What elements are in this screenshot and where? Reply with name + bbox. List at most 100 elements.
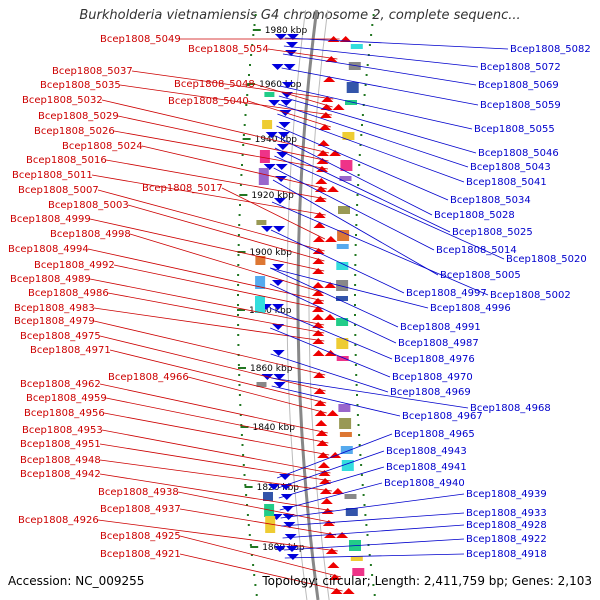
tick-dot	[356, 404, 359, 406]
backbone-guide-arc	[286, 9, 308, 600]
forward-gene-arrow	[316, 166, 328, 172]
right-gene-label: Bcep1808_5020	[506, 254, 587, 265]
left-label-leader	[187, 376, 327, 414]
right-label-leader	[283, 45, 479, 68]
tick-dot	[237, 284, 240, 286]
right-label-leader	[270, 267, 399, 328]
feature-block	[340, 160, 353, 171]
tick-dot	[356, 414, 359, 416]
left-label-leader	[113, 130, 329, 170]
tick-dot	[239, 184, 242, 186]
right-label-leader	[274, 155, 505, 260]
right-gene-label: Bcep1808_4976	[394, 354, 475, 365]
tick-dot	[253, 574, 256, 576]
tick-dot	[238, 224, 241, 226]
right-gene-label: Bcep1808_4965	[394, 429, 475, 440]
feature-block	[342, 132, 355, 140]
reverse-gene-arrow	[272, 324, 285, 330]
feature-block	[255, 296, 265, 313]
forward-gene-arrow	[317, 140, 330, 146]
feature-block	[350, 556, 363, 561]
left-gene-label: Bcep1808_4956	[24, 408, 105, 419]
feature-block	[350, 44, 363, 49]
left-gene-label: Bcep1808_4983	[14, 303, 95, 314]
tick-dot	[373, 594, 376, 596]
forward-gene-arrow	[329, 150, 342, 156]
left-gene-label: Bcep1808_5035	[40, 80, 121, 91]
accession-text: Accession: NC_009255	[8, 574, 145, 588]
reverse-gene-arrow	[284, 534, 297, 540]
left-gene-label: Bcep1808_5037	[52, 66, 133, 77]
right-gene-label: Bcep1808_4941	[386, 462, 467, 473]
reverse-gene-arrow	[274, 198, 286, 204]
right-gene-label: Bcep1808_5034	[450, 195, 531, 206]
tick-dot	[237, 364, 240, 366]
left-label-leader	[99, 335, 326, 392]
left-label-leader	[93, 307, 325, 342]
reverse-gene-arrow	[273, 382, 286, 388]
right-gene-label: Bcep1808_5055	[474, 124, 555, 135]
left-gene-label: Bcep1808_5007	[18, 185, 99, 196]
tick-dot	[368, 554, 371, 556]
reverse-gene-arrow	[278, 122, 291, 128]
tick-dot	[354, 264, 357, 266]
left-label-leader	[179, 535, 341, 578]
reverse-gene-arrow	[286, 34, 299, 40]
forward-gene-arrow	[320, 498, 333, 504]
reverse-gene-arrow	[267, 484, 280, 490]
right-label-leader	[271, 385, 401, 417]
left-label-leader	[109, 349, 327, 404]
left-label-leader	[117, 115, 329, 162]
reverse-gene-arrow	[265, 132, 278, 138]
forward-gene-arrow	[312, 314, 324, 320]
tick-dot	[246, 504, 248, 506]
right-label-leader	[278, 103, 469, 168]
right-label-leader	[270, 353, 389, 393]
forward-gene-arrow	[323, 76, 336, 82]
left-gene-label: Bcep1808_4999	[10, 214, 91, 225]
left-gene-label: Bcep1808_5049	[100, 34, 181, 45]
tick-dot	[356, 194, 359, 196]
feature-block	[336, 262, 349, 270]
tick-dot	[354, 314, 356, 316]
forward-gene-arrow	[325, 548, 338, 554]
reverse-gene-arrow	[263, 164, 276, 170]
left-gene-label: Bcep1808_4926	[18, 515, 99, 526]
tick-dot	[238, 374, 241, 376]
left-label-leader	[127, 204, 325, 262]
feature-block	[337, 230, 350, 241]
forward-gene-arrow	[318, 470, 331, 476]
feature-block	[338, 404, 351, 412]
reverse-gene-arrow	[279, 474, 292, 480]
forward-gene-arrow	[312, 282, 325, 288]
reverse-gene-arrow	[286, 42, 298, 48]
forward-gene-arrow	[312, 306, 324, 312]
tick-dot	[243, 124, 246, 126]
tick-dot	[371, 24, 374, 26]
right-gene-label: Bcep1808_5041	[466, 177, 547, 188]
right-gene-label: Bcep1808_4967	[402, 411, 483, 422]
tick-dot	[361, 114, 364, 116]
left-gene-label: Bcep1808_5017	[142, 183, 223, 194]
tick-dot	[360, 134, 363, 136]
feature-block	[336, 318, 349, 326]
reverse-gene-arrow	[281, 92, 293, 98]
feature-block	[259, 150, 270, 163]
tick-dot	[356, 394, 358, 396]
reverse-gene-arrow	[280, 494, 293, 500]
backbone-arcs	[286, 9, 330, 600]
tick-dot	[242, 454, 245, 456]
tick-dot	[254, 14, 257, 16]
forward-gene-arrow	[328, 574, 341, 580]
feature-block	[255, 276, 266, 289]
tick-dot	[357, 184, 360, 186]
forward-gene-arrow	[326, 410, 339, 416]
tick-dot	[355, 224, 358, 226]
right-label-leader	[281, 67, 479, 106]
tick-dot	[237, 264, 240, 266]
left-gene-label: Bcep1808_4971	[30, 345, 111, 356]
feature-block	[336, 356, 349, 361]
tick-dot	[355, 384, 358, 386]
left-gene-label: Bcep1808_4975	[20, 331, 101, 342]
left-label-leader	[221, 187, 326, 240]
